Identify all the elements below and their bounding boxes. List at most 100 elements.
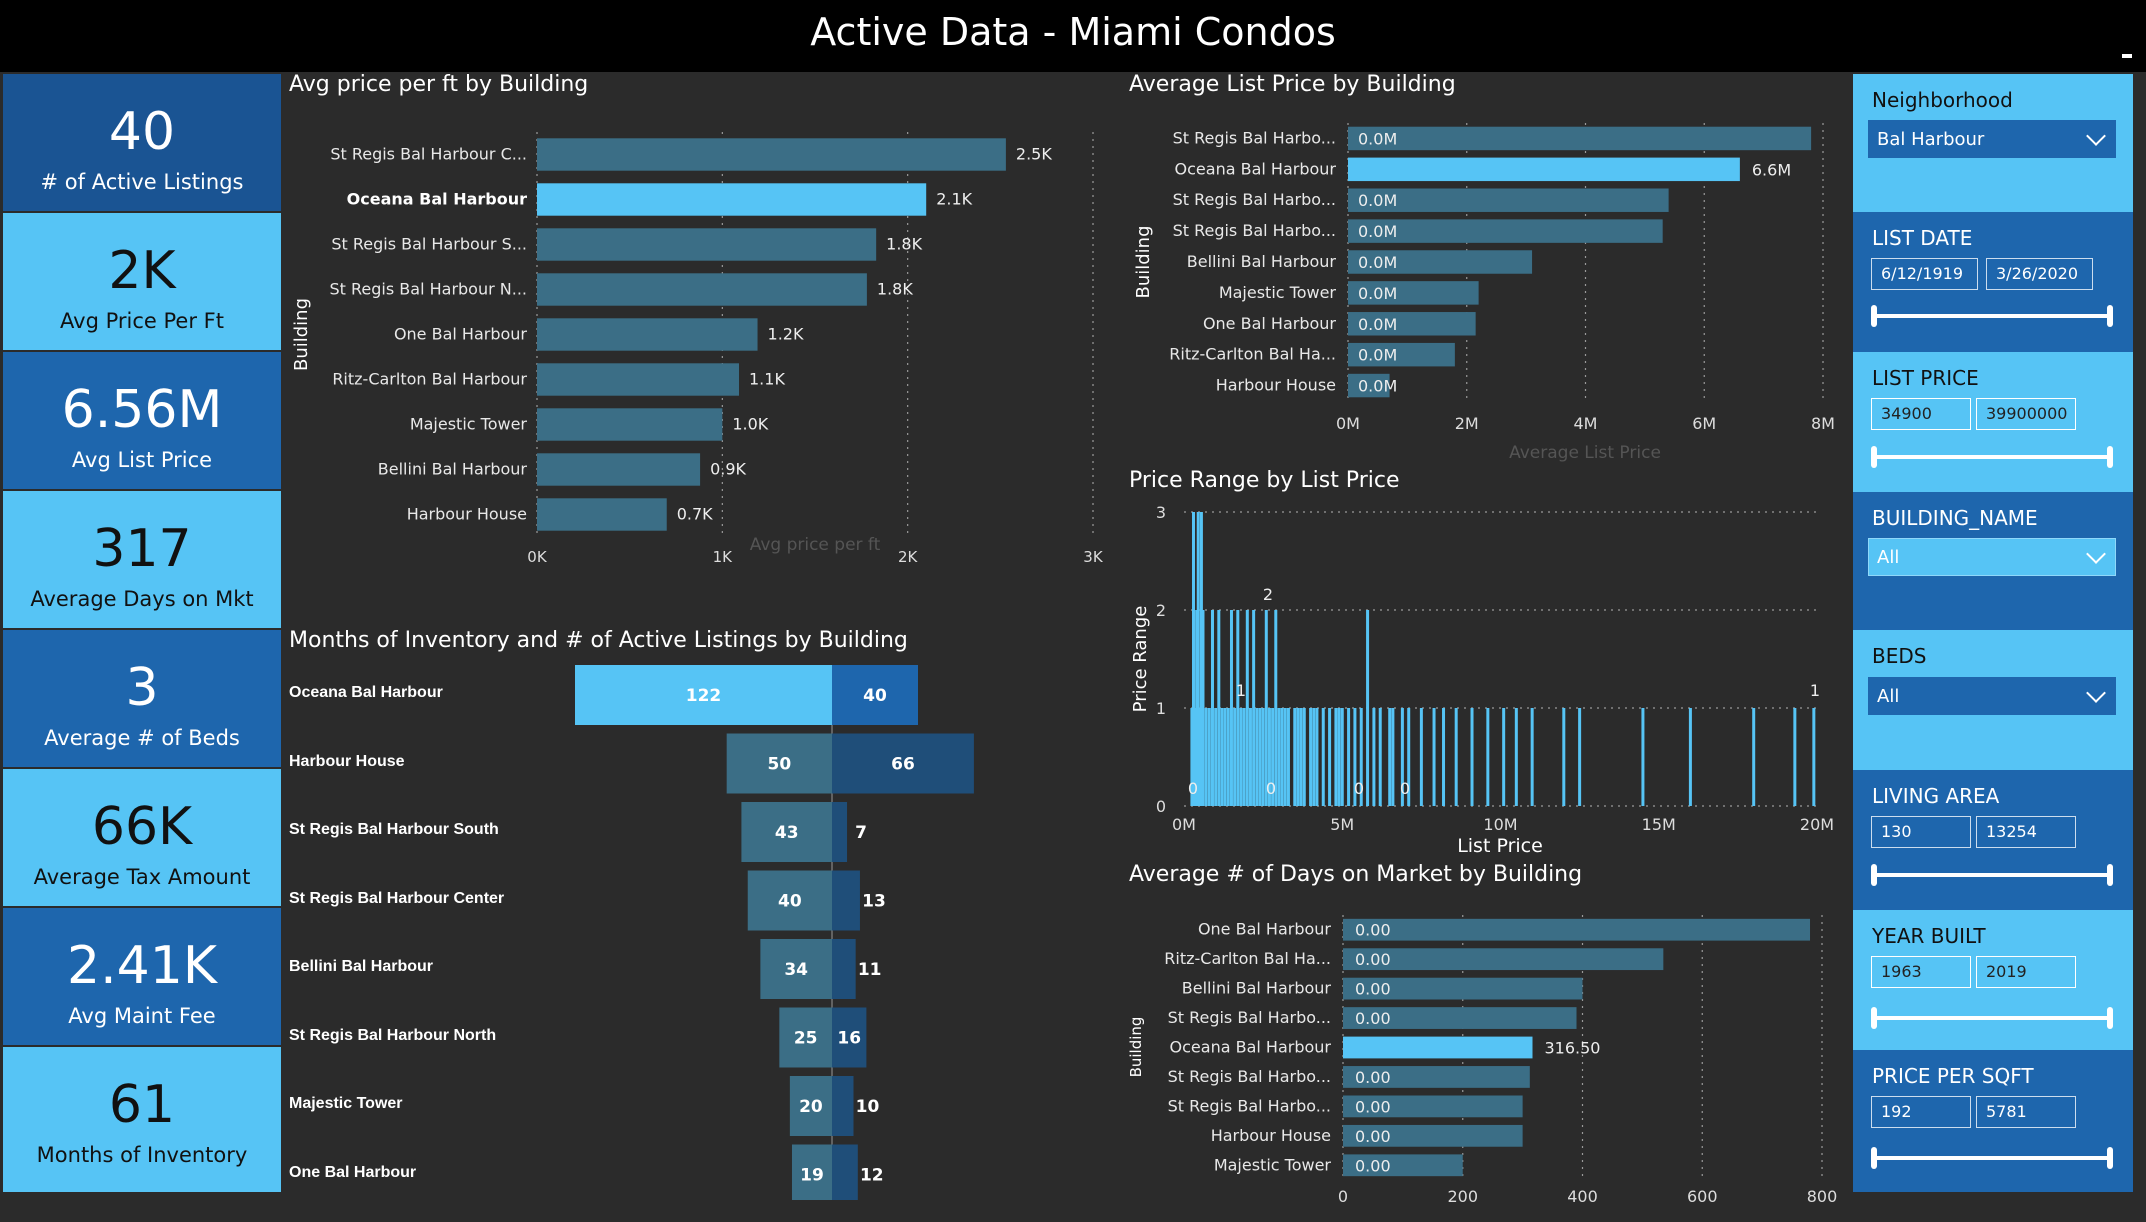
category-label: Ritz-Carlton Bal Ha... [1164, 949, 1331, 968]
days-on-market-chart[interactable]: 0 200 400 600 800 One Bal Harbour 0.00 Ritz-Car… [1125, 895, 1845, 1222]
minimize-icon[interactable] [2122, 54, 2132, 58]
days-on-market-title: Average # of Days on Market by Building [1129, 862, 1583, 887]
column [1239, 708, 1243, 806]
category-label: One Bal Harbour [1203, 314, 1336, 333]
year-built-range-track[interactable] [1874, 1016, 2110, 1020]
column [1242, 708, 1246, 806]
price-per-sqft-max-handle[interactable] [2107, 1147, 2113, 1169]
price-per-sqft-range-track[interactable] [1874, 1156, 2110, 1160]
living-area-range-track[interactable] [1874, 873, 2110, 877]
kpi-label: Months of Inventory [36, 1143, 248, 1167]
inventory-chart[interactable]: 122 40 50 66 43 7 40 13 34 11 25 16 20 10 19 12 [285, 660, 1105, 1200]
chevron-down-icon [2086, 683, 2106, 703]
data-label: 0.0M [1358, 346, 1397, 365]
living-area-min-input[interactable]: 130 [1871, 816, 1971, 848]
bar [537, 318, 758, 351]
category-label: St Regis Bal Harbo... [1173, 128, 1336, 147]
column [1204, 708, 1208, 806]
data-label: 12 [860, 1166, 884, 1186]
price-range-title: Price Range by List Price [1129, 468, 1400, 493]
list-date-min-input[interactable]: 6/12/1919 [1871, 258, 1978, 290]
year-built-min-input[interactable]: 1963 [1871, 956, 1971, 988]
list-price-max-handle[interactable] [2107, 446, 2113, 468]
data-label: 0 [1354, 779, 1364, 798]
data-label: 1.8K [877, 280, 913, 299]
price-per-sqft-min-handle[interactable] [1871, 1147, 1877, 1169]
category-label: Majestic Tower [1219, 283, 1337, 302]
x-tick-label: 800 [1807, 1187, 1838, 1206]
column [1315, 708, 1319, 806]
column [1502, 708, 1506, 806]
avg-list-price-title: Average List Price by Building [1129, 72, 1456, 97]
data-label: 0.0M [1358, 253, 1397, 272]
kpi-value: 66K [91, 797, 193, 857]
right-bar [832, 1144, 858, 1200]
list-price-range-track[interactable] [1874, 455, 2110, 459]
data-label: 6.6M [1752, 160, 1791, 179]
data-label: 1.2K [768, 325, 804, 344]
building-name-dropdown[interactable]: All [1868, 538, 2116, 576]
x-tick-label: 0M [1336, 414, 1360, 433]
price-per-sqft-min-input[interactable]: 192 [1871, 1096, 1971, 1128]
category-label: St Regis Bal Harbour S... [331, 235, 527, 254]
left-bar [747, 870, 832, 931]
bar [537, 228, 877, 261]
living-area-max-input[interactable]: 13254 [1976, 816, 2076, 848]
list-price-min-input[interactable]: 34900 [1871, 398, 1971, 430]
list-date-max-handle[interactable] [2107, 305, 2113, 327]
data-label: 16 [837, 1029, 861, 1049]
column [1407, 708, 1411, 806]
x-tick-label: 5M [1330, 815, 1354, 834]
living-area-min-handle[interactable] [1871, 864, 1877, 886]
category-label: One Bal Harbour [394, 325, 527, 344]
year-built-max-input[interactable]: 2019 [1976, 956, 2076, 988]
left-bar [760, 939, 832, 999]
data-label: 0.00 [1355, 1009, 1391, 1028]
kpi-label: Average Days on Mkt [30, 587, 254, 611]
price-per-sqft-max-input[interactable]: 5781 [1976, 1096, 2076, 1128]
column [1210, 610, 1214, 806]
year-built-min-handle[interactable] [1871, 1007, 1877, 1029]
data-label: 66 [891, 755, 915, 775]
kpi-value: 40 [108, 102, 176, 162]
column [1388, 708, 1392, 806]
data-label: 19 [800, 1166, 824, 1186]
price-range-chart[interactable]: 0 1 2 3 0M 5M 10M 15M 20M 2 1 1 0 0 0 0 Price Range List … [1125, 498, 1845, 858]
category-label: Harbour House [1211, 1126, 1331, 1145]
list-date-min-handle[interactable] [1871, 305, 1877, 327]
bar [1343, 1154, 1463, 1177]
dropdown-value: All [1877, 686, 1900, 707]
list-date-range-track[interactable] [1874, 314, 2110, 318]
x-tick-label: 8M [1811, 414, 1835, 433]
column [1793, 708, 1797, 806]
category-label: St Regis Bal Harbour C... [330, 145, 527, 164]
neighborhood-dropdown[interactable]: Bal Harbour [1868, 120, 2116, 158]
beds-dropdown[interactable]: All [1868, 677, 2116, 715]
year-built-max-handle[interactable] [2107, 1007, 2113, 1029]
right-bar [832, 1007, 867, 1068]
data-label: 2.1K [936, 190, 972, 209]
kpi-value: 2K [108, 241, 176, 301]
column [1353, 708, 1357, 806]
column [1454, 708, 1458, 806]
column [1214, 708, 1218, 806]
list-price-min-handle[interactable] [1871, 446, 1877, 468]
living-area-max-handle[interactable] [2107, 864, 2113, 886]
column [1280, 708, 1284, 806]
price-per-ft-chart[interactable]: 0K 1K 2K 3K St Regis Bal Harbour C... 2.5K Oce… [285, 105, 1105, 625]
bar [1348, 188, 1669, 212]
column [1340, 708, 1344, 806]
category-label: Ritz-Carlton Bal Harbour [332, 370, 527, 389]
y-axis-label: Building [291, 298, 312, 371]
column [1271, 708, 1275, 806]
data-label: 40 [863, 686, 887, 706]
filter-panel: Neighborhood Bal Harbour LIST DATE 6/12/… [1853, 74, 2133, 1192]
column [1419, 708, 1423, 806]
column [1220, 708, 1224, 806]
x-tick-label: 20M [1800, 815, 1834, 834]
column [1378, 708, 1382, 806]
list-price-max-input[interactable]: 39900000 [1976, 398, 2076, 430]
data-label: 43 [775, 823, 799, 843]
list-date-max-input[interactable]: 3/26/2020 [1986, 258, 2093, 290]
avg-list-price-chart[interactable]: 0M 2M 4M 6M 8M St Regis Bal Harbo... 0.0M Ocean… [1125, 105, 1845, 465]
